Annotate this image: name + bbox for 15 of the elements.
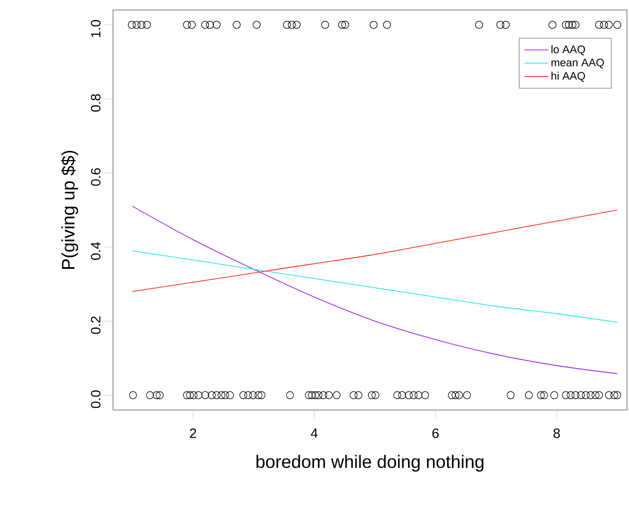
y-tick-label: 0.4 <box>90 242 100 260</box>
legend-label: mean AAQ <box>552 58 604 68</box>
x-tick-label: 4 <box>310 428 318 438</box>
x-tick-label: 2 <box>190 428 196 438</box>
y-axis-title: P(giving up $$) <box>61 150 78 269</box>
y-tick-label: 0.6 <box>90 168 100 186</box>
legend-label: hi AAQ <box>552 72 585 82</box>
y-tick-label: 0.8 <box>90 94 100 112</box>
x-axis-title: boredom while doing nothing <box>256 454 484 472</box>
y-tick-label: 0.2 <box>90 316 100 334</box>
legend-label: lo AAQ <box>552 45 585 56</box>
y-tick-label: 1.0 <box>90 20 100 38</box>
x-tick-label: 8 <box>554 428 560 438</box>
x-tick-label: 6 <box>432 428 439 438</box>
y-tick-label: 0.0 <box>90 390 100 408</box>
